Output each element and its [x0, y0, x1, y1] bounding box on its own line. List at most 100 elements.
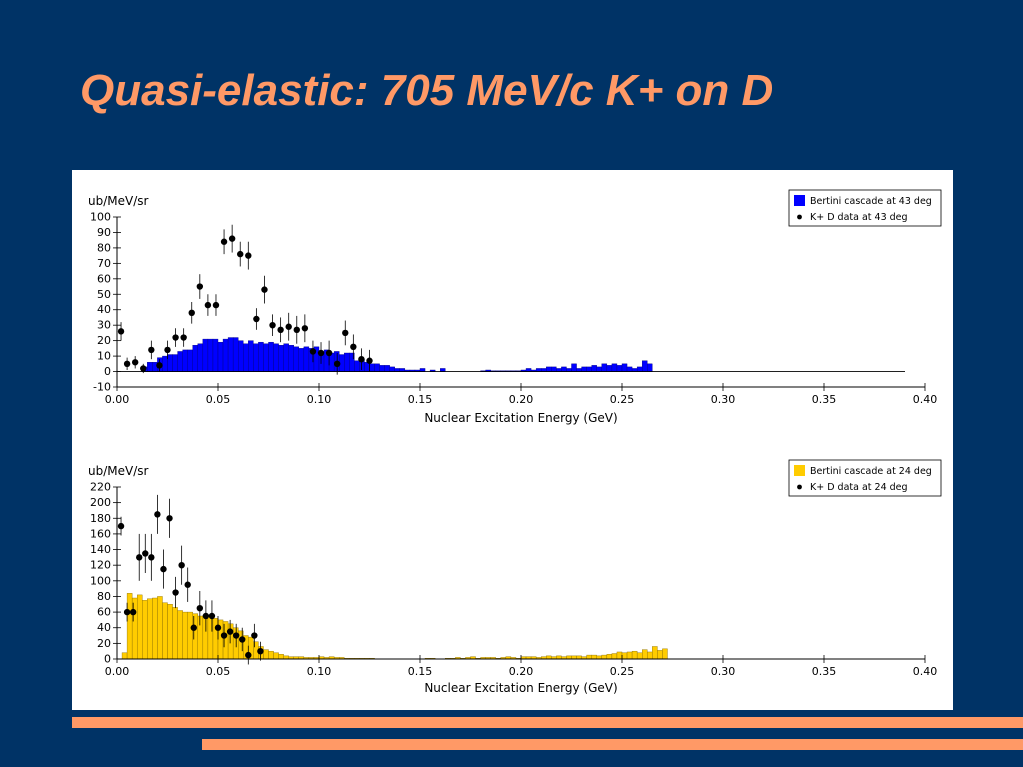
data-point — [325, 349, 333, 357]
data-point — [293, 326, 300, 334]
legend-box — [788, 459, 942, 497]
histogram-bar — [197, 615, 204, 660]
data-point — [190, 624, 197, 631]
data-point — [196, 604, 204, 612]
histogram-bar — [142, 600, 148, 660]
histogram-bar — [278, 345, 284, 372]
y-tick-label: 220 — [90, 481, 111, 494]
y-tick-label: 60 — [97, 272, 111, 285]
histogram-bar — [611, 653, 618, 660]
y-tick-label: 180 — [90, 512, 111, 525]
y-tick-label: 20 — [97, 637, 111, 650]
x-tick-label: 0.20 — [509, 665, 534, 678]
histogram-bar — [566, 368, 572, 372]
histogram-bar — [283, 343, 289, 372]
x-axis-label: Nuclear Excitation Energy (GeV) — [424, 681, 617, 695]
histogram-bar — [657, 650, 663, 660]
data-point — [366, 357, 373, 364]
data-point — [184, 581, 191, 588]
histogram-bar — [172, 354, 178, 372]
data-point — [214, 624, 222, 631]
histogram-bar — [662, 648, 668, 660]
histogram-bar — [207, 338, 214, 372]
data-point — [257, 647, 264, 655]
data-point — [220, 238, 228, 245]
x-tick-label: 0.25 — [610, 665, 635, 678]
histogram-bar — [212, 618, 219, 660]
histogram-bar — [586, 654, 592, 660]
histogram-bar — [616, 651, 623, 660]
data-point — [148, 554, 155, 561]
y-tick-label: 80 — [97, 241, 111, 254]
data-point — [142, 550, 149, 557]
histogram-bar — [202, 615, 209, 660]
histogram-bar — [440, 368, 446, 372]
histogram-bar — [384, 365, 390, 372]
histogram-bar — [591, 654, 597, 660]
histogram-bar — [379, 365, 385, 372]
x-tick-label: 0.00 — [105, 665, 130, 678]
data-point — [261, 286, 268, 293]
data-point — [117, 328, 125, 335]
histogram-bar — [232, 337, 239, 372]
data-point — [269, 321, 276, 329]
histogram-bar — [419, 368, 426, 372]
y-tick-label: 10 — [97, 350, 111, 363]
histogram-bar — [626, 366, 633, 372]
histogram-bar — [147, 362, 153, 372]
histogram-bar — [621, 652, 628, 660]
chart-svg: -10 0 10 20 30 40 50 60 70 80 90 100 0.00 0.05 0.10 0.1… — [88, 189, 942, 695]
x-tick-label: 0.15 — [408, 665, 433, 678]
data-point — [148, 346, 155, 354]
legend-swatch-bars — [794, 465, 805, 476]
data-point — [277, 326, 284, 334]
y-tick-label: 90 — [97, 226, 111, 239]
histogram-bar — [263, 343, 269, 372]
data-point — [117, 522, 125, 530]
chart-panel: -10 0 10 20 30 40 50 60 70 80 90 100 0.00 0.05 0.10 0.1… — [72, 170, 953, 710]
histogram-bar — [222, 338, 229, 372]
histogram-bar — [525, 368, 532, 372]
y-axis-label: ub/MeV/sr — [88, 464, 149, 478]
data-point — [239, 636, 246, 643]
histogram-bar — [182, 611, 188, 660]
y-tick-label: 120 — [90, 559, 111, 572]
histogram-bar — [606, 365, 613, 372]
histogram-bar — [162, 355, 168, 372]
data-point — [226, 628, 234, 635]
data-point — [202, 612, 210, 620]
histogram-bar — [541, 368, 547, 372]
data-point — [123, 360, 131, 368]
y-tick-label: 100 — [90, 574, 111, 587]
histogram-bar — [136, 594, 143, 660]
histogram-bar — [576, 368, 582, 372]
histogram-bar — [611, 363, 618, 372]
histogram-bar — [192, 345, 199, 372]
data-point — [358, 355, 365, 363]
data-point — [131, 359, 139, 366]
accent-bar-top — [72, 717, 1023, 728]
data-point — [232, 632, 240, 639]
data-point — [140, 365, 147, 372]
histogram-bar — [642, 360, 648, 372]
histogram-bar — [197, 343, 204, 372]
histogram-bar — [546, 366, 552, 372]
histogram-bar — [167, 604, 173, 660]
data-point — [333, 360, 341, 368]
histogram-bar — [263, 649, 269, 660]
data-point — [172, 589, 179, 596]
data-point — [212, 301, 220, 309]
legend-marker-points — [797, 484, 802, 490]
y-tick-label: 40 — [97, 621, 111, 634]
slide-title: Quasi-elastic: 705 MeV/c K+ on D — [80, 66, 774, 115]
histogram-bar — [581, 366, 587, 372]
legend-label-bars: Bertini cascade at 24 deg — [810, 466, 932, 477]
histogram-bar — [121, 652, 128, 660]
histogram-bar — [268, 650, 274, 660]
data-point — [285, 323, 292, 330]
x-tick-label: 0.20 — [509, 393, 534, 406]
x-tick-label: 0.15 — [408, 393, 433, 406]
data-point — [178, 561, 185, 569]
histogram-bar — [187, 349, 193, 372]
data-point — [166, 515, 173, 522]
